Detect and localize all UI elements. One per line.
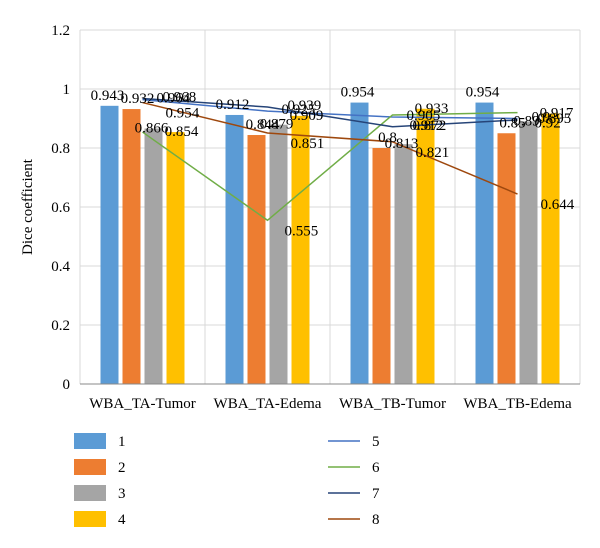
legend-label: 4: [118, 512, 126, 528]
data-label-bar-2: 0.8: [378, 130, 397, 146]
y-tick-label: 0.2: [51, 318, 70, 334]
bar-series-4: [541, 113, 560, 385]
data-label-bar-1: 0.954: [466, 85, 500, 101]
category-labels: WBA_TA-Tumor WBA_TA-Edema WBA_TB-Tumor WBA_…: [89, 396, 572, 412]
legend-swatch-3: [74, 485, 106, 501]
y-tick-label: 0.6: [51, 200, 70, 216]
bar-series-4: [291, 115, 310, 384]
legend: 1 2 3 4 5 6 7 8: [74, 433, 380, 528]
data-label-line-7: 0.872: [413, 118, 447, 134]
data-label-bar-1: 0.954: [341, 85, 375, 101]
legend-swatch-2: [74, 459, 106, 475]
data-label-line-5: 0.964: [157, 91, 191, 107]
legend-label: 6: [372, 460, 380, 476]
bar-series-1: [475, 102, 494, 384]
data-label-bar-3: 0.866: [135, 121, 169, 137]
data-label-line-5: 0.9: [532, 110, 551, 126]
y-tick-label: 0.8: [51, 141, 70, 157]
data-label-bar-1: 0.912: [216, 97, 250, 113]
y-tick-label: 0: [63, 377, 71, 393]
data-label-bar-2: 0.844: [246, 117, 280, 133]
legend-label: 1: [118, 434, 126, 450]
legend-swatch-4: [74, 511, 106, 527]
data-label-bar-2: 0.85: [499, 115, 525, 131]
data-label-line-8: 0.954: [166, 106, 200, 122]
legend-label: 8: [372, 512, 380, 528]
data-label-line-7: 0.939: [288, 98, 322, 114]
legend-label: 5: [372, 434, 380, 450]
data-label-line-6: 0.92: [535, 116, 561, 132]
data-label-bar-4: 0.909: [290, 108, 324, 124]
data-label-bar-3: 0.813: [385, 136, 419, 152]
x-category-label: WBA_TB-Tumor: [339, 396, 446, 412]
x-category-label: WBA_TB-Edema: [463, 396, 572, 412]
y-axis-title: Dice coefficient: [20, 158, 36, 255]
line-series-5: [142, 98, 518, 120]
bar-series-3: [394, 144, 413, 384]
bar-series-1: [225, 114, 244, 385]
y-axis-ticks: 0 0.2 0.4 0.6 0.8 1 1.2: [51, 23, 70, 393]
data-label-bar-3: 0.879: [260, 117, 294, 133]
bar-series-2: [372, 148, 391, 384]
bar-series-4: [416, 108, 435, 384]
bar-series-2: [122, 109, 141, 384]
line-series-6: [142, 111, 518, 222]
legend-label: 3: [118, 486, 126, 502]
bar-series-4: [166, 132, 185, 384]
data-label-bar-4: 0.933: [415, 101, 449, 117]
line-series: [142, 97, 518, 222]
bar-series-3: [519, 121, 538, 384]
bar-series: [100, 102, 560, 385]
data-label-line-7: 0.968: [163, 89, 197, 105]
data-label-bar-3: 0.89: [513, 113, 539, 129]
data-label-line-6: 0.912: [410, 118, 444, 134]
bar-series-3: [269, 124, 288, 384]
data-label-bar-1: 0.943: [91, 88, 125, 104]
data-label-line-8: 0.851: [291, 136, 325, 152]
y-tick-label: 0.4: [51, 259, 70, 275]
x-category-label: WBA_TA-Edema: [214, 396, 322, 412]
bar-series-2: [497, 133, 516, 384]
data-label-line-8: 0.821: [416, 145, 450, 161]
bar-series-1: [350, 102, 369, 384]
bar-series-3: [144, 128, 163, 384]
data-label-line-7: 0.895: [538, 111, 572, 127]
y-tick-label: 1.2: [51, 23, 70, 39]
data-label-bar-4: 0.917: [540, 105, 574, 121]
data-label-line-5: 0.925: [282, 102, 316, 118]
y-tick-label: 1: [63, 82, 71, 98]
data-label-bar-2: 0.932: [121, 91, 155, 107]
x-category-label: WBA_TA-Tumor: [89, 396, 196, 412]
data-label-line-5: 0.905: [407, 108, 441, 124]
legend-swatch-1: [74, 433, 106, 449]
line-series-7: [142, 97, 518, 128]
data-label-bar-4: 0.854: [165, 124, 199, 140]
legend-label: 2: [118, 460, 126, 476]
bar-series-2: [247, 135, 266, 384]
bar-series-1: [100, 105, 119, 384]
data-label-line-6: 0.555: [285, 223, 319, 239]
grid-lines: [79, 29, 581, 384]
legend-label: 7: [372, 486, 380, 502]
data-label-line-8: 0.644: [541, 197, 575, 213]
line-series-8: [142, 101, 518, 195]
